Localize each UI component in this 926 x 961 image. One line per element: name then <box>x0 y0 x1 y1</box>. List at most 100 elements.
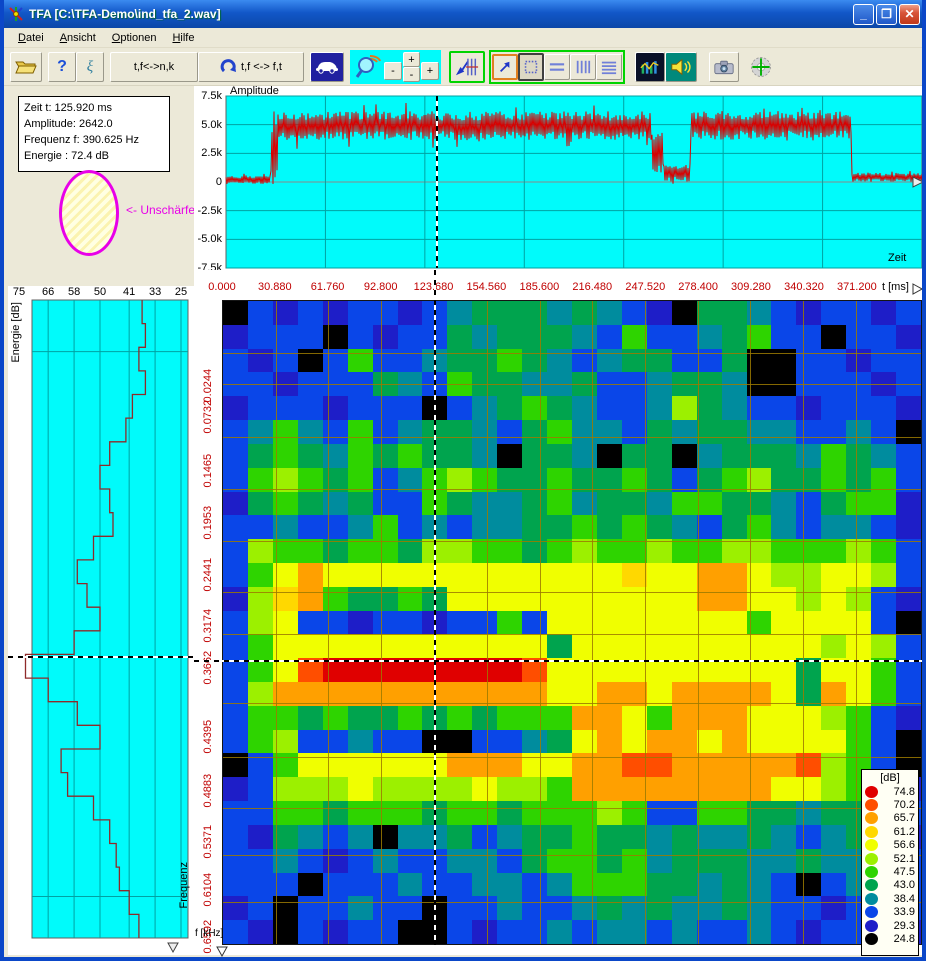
spec-cell <box>796 539 822 563</box>
spec-cell <box>871 491 897 516</box>
arrow-icon <box>500 61 510 72</box>
spec-cell <box>746 920 772 944</box>
spec-cell <box>696 896 722 921</box>
spec-cell <box>896 539 921 563</box>
spec-cell <box>447 872 473 897</box>
spec-cell <box>821 801 847 825</box>
chart-view-button[interactable] <box>635 52 665 82</box>
close-button[interactable]: ✕ <box>899 3 920 25</box>
menu-ansicht[interactable]: Ansicht <box>59 31 96 44</box>
spec-cell <box>846 324 872 349</box>
zoom-in-y-button[interactable]: + <box>403 52 420 67</box>
vlines-button[interactable] <box>570 54 596 80</box>
spec-cell <box>771 515 797 540</box>
tf-nk-toggle-button[interactable]: t,f<->n,k <box>110 52 198 82</box>
spec-cell <box>696 753 722 778</box>
zoom-out-button[interactable]: - <box>384 62 402 80</box>
info-button[interactable]: ξ <box>76 52 104 82</box>
spec-cell <box>596 824 622 849</box>
spec-cell <box>696 920 722 944</box>
spec-cell <box>272 396 298 421</box>
cursor-arrow-button[interactable] <box>492 54 518 80</box>
legend-value: 29.3 <box>893 919 915 932</box>
spec-cell <box>547 420 572 444</box>
tf-ft-swap-button[interactable]: t,f <-> f,t <box>198 52 304 82</box>
spectrogram-heatmap[interactable] <box>222 300 922 945</box>
spec-cell <box>447 824 473 849</box>
menu-datei[interactable]: Datei <box>18 31 44 44</box>
menu-hilfe[interactable]: Hilfe <box>172 31 195 44</box>
spec-hgridline <box>223 437 921 439</box>
spec-cell <box>522 467 548 492</box>
maximize-button[interactable]: ❐ <box>876 3 897 25</box>
spec-cell <box>846 539 872 563</box>
spec-cell <box>846 729 872 754</box>
spec-cell <box>472 920 498 944</box>
help-button[interactable]: ? <box>48 52 76 82</box>
minimize-button[interactable]: _ <box>853 3 874 25</box>
energy-chart[interactable]: 75 66 58 50 41 33 25 Energie [dB] Frequenz <box>8 286 194 955</box>
amplitude-chart[interactable]: 7.5k 5.0k 2.5k 0 -2.5k -5.0k -7.5k Amplitude Zei… <box>194 85 922 274</box>
spec-cell <box>572 777 597 802</box>
spec-cell <box>322 515 348 540</box>
spec-cell <box>397 586 423 611</box>
spec-cell <box>272 920 298 944</box>
legend-value: 52.1 <box>893 852 915 865</box>
spec-cell <box>621 848 647 873</box>
spectrogram-area[interactable]: [dB] 74.8 70.2 65.7 61.2 56.6 52.1 47.5 43.0 38.… <box>194 270 922 957</box>
menu-optionen[interactable]: Optionen <box>111 31 157 44</box>
time-cursor-line[interactable] <box>436 96 439 268</box>
spec-cell <box>896 420 921 444</box>
play-sound-button[interactable] <box>665 52 697 82</box>
spec-cell <box>522 324 548 349</box>
spec-cell <box>846 301 872 325</box>
target-button[interactable] <box>745 52 777 82</box>
spec-cell <box>322 301 348 325</box>
spec-cell <box>497 777 523 802</box>
title-bar[interactable]: TFA [C:\TFA-Demo\ind_tfa_2.wav] _ ❐ ✕ <box>4 0 922 28</box>
spec-cell <box>347 562 373 587</box>
spec-cell <box>272 443 298 468</box>
selection-rect-button[interactable] <box>518 53 544 81</box>
freq-cursor-line[interactable] <box>8 656 194 658</box>
spec-cell <box>522 515 548 540</box>
auto-scale-button[interactable] <box>310 52 344 82</box>
spec-cell <box>272 777 298 802</box>
spec-cell <box>896 324 921 349</box>
spec-cell <box>646 610 672 635</box>
spec-cell <box>771 467 797 492</box>
spec-cell <box>347 586 373 611</box>
spec-cell <box>372 920 398 944</box>
two-hlines-button[interactable] <box>544 54 570 80</box>
spec-cell <box>322 729 348 754</box>
spec-cell <box>397 705 423 730</box>
snapshot-button[interactable] <box>709 52 739 82</box>
spec-cell <box>572 539 597 563</box>
spec-cell <box>746 539 772 563</box>
spec-cell <box>447 348 473 373</box>
spec-cell <box>671 515 697 540</box>
spec-cell <box>272 658 298 683</box>
spec-cell <box>821 824 847 849</box>
spec-cell <box>671 539 697 563</box>
uncertainty-ellipse <box>59 170 119 256</box>
zoom-tool-button[interactable] <box>352 52 384 82</box>
open-file-button[interactable] <box>10 52 42 82</box>
spec-cell <box>497 824 523 849</box>
spec-cell <box>547 753 572 778</box>
spec-cell <box>522 920 548 944</box>
zoom-in-button[interactable]: + <box>421 62 439 80</box>
spec-cell <box>721 348 747 373</box>
time-cursor-line[interactable] <box>433 270 436 945</box>
freq-cursor-line[interactable] <box>194 659 922 662</box>
zoom-out-y-button[interactable]: - <box>403 67 420 82</box>
legend-entry: 24.8 <box>865 932 915 945</box>
hlines-icon <box>601 61 617 75</box>
spec-cell <box>896 491 921 516</box>
spec-cell <box>497 301 523 325</box>
spec-vgridline <box>856 301 858 944</box>
spec-cell <box>397 872 423 897</box>
analysis-mode-button[interactable] <box>449 51 485 83</box>
spec-cell <box>796 467 822 492</box>
hlines-button[interactable] <box>596 54 622 80</box>
